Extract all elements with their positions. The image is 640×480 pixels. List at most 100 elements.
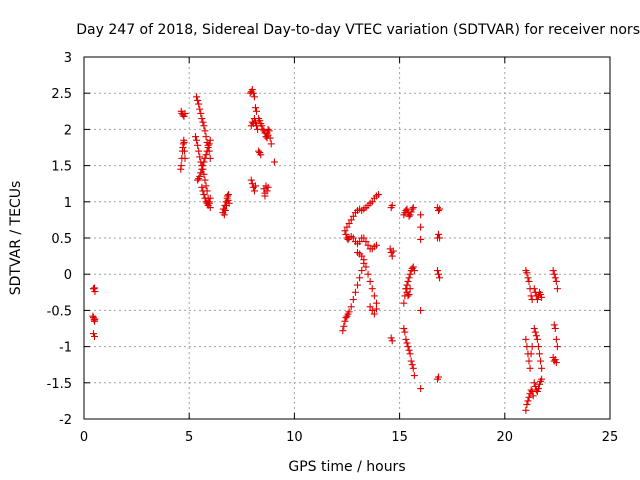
axis-ticks: -2 -1.5 -1 -0.5 0 0.5 1 1.5 2 2.5 3 0 5 10 15 20 25	[47, 51, 619, 445]
data-point	[372, 305, 380, 313]
data-point	[199, 162, 207, 170]
data-point	[360, 256, 368, 264]
data-point	[349, 296, 357, 304]
data-point	[195, 147, 203, 155]
data-point	[534, 343, 542, 351]
data-point	[400, 299, 408, 307]
data-point	[347, 303, 355, 311]
data-point	[372, 241, 380, 249]
data-point	[368, 285, 376, 293]
data-point	[435, 270, 443, 278]
data-point	[525, 277, 533, 285]
data-point	[375, 191, 383, 199]
data-point	[194, 176, 202, 184]
x-tick-label: 20	[497, 430, 514, 445]
data-point	[206, 136, 214, 144]
data-point	[200, 158, 208, 166]
y-tick-label: 2	[64, 123, 72, 138]
data-point	[339, 327, 347, 335]
data-point	[552, 277, 560, 285]
data-point	[89, 330, 97, 338]
data-point	[417, 385, 425, 393]
data-point	[388, 337, 396, 345]
x-tick-label: 0	[80, 430, 88, 445]
y-tick-label: -1	[59, 341, 72, 356]
data-point	[403, 339, 411, 347]
data-point	[201, 127, 209, 135]
x-tick-label: 5	[185, 430, 193, 445]
data-point	[417, 211, 425, 219]
data-point	[533, 296, 541, 304]
data-point	[91, 315, 99, 323]
data-point	[201, 154, 209, 162]
data-point	[532, 332, 540, 340]
data-point	[531, 328, 539, 336]
data-point	[198, 115, 206, 123]
data-point	[522, 406, 530, 414]
data-point	[406, 211, 414, 219]
data-point	[251, 182, 259, 190]
data-point	[553, 343, 561, 351]
data-point	[409, 364, 417, 372]
data-point	[433, 267, 441, 275]
data-point	[537, 290, 545, 298]
data-point	[523, 269, 531, 277]
data-point	[354, 281, 362, 289]
y-tick-label: -0.5	[47, 304, 72, 319]
data-point	[370, 310, 378, 318]
data-point	[256, 117, 264, 125]
data-point	[193, 136, 201, 144]
data-point	[263, 187, 271, 195]
data-point	[362, 238, 370, 246]
data-point	[204, 144, 212, 151]
data-point	[551, 356, 559, 364]
data-point	[408, 361, 416, 369]
data-point	[366, 277, 374, 285]
data-point	[417, 223, 425, 231]
data-point	[200, 122, 208, 130]
data-point	[409, 263, 417, 271]
data-point	[525, 357, 533, 365]
data-point	[194, 96, 202, 104]
data-point	[181, 154, 189, 162]
data-point	[342, 230, 350, 238]
data-point	[253, 107, 261, 115]
data-point	[366, 303, 374, 311]
data-point	[200, 170, 208, 178]
y-tick-label: -1.5	[47, 377, 72, 392]
data-point	[201, 176, 209, 184]
data-point	[358, 252, 366, 260]
data-point	[203, 147, 211, 155]
data-point	[551, 274, 559, 282]
data-point	[199, 187, 207, 195]
data-point	[267, 140, 275, 148]
data-points	[89, 86, 561, 414]
data-point	[342, 314, 350, 322]
data-point	[343, 223, 351, 231]
y-tick-label: 3	[64, 51, 72, 66]
data-point	[530, 285, 538, 293]
data-point	[195, 100, 203, 108]
chart-title: Day 247 of 2018, Sidereal Day-to-day VTE…	[76, 22, 640, 38]
data-point	[250, 187, 258, 195]
data-point	[406, 270, 414, 278]
data-point	[249, 89, 257, 97]
data-point	[405, 346, 413, 354]
data-point	[533, 335, 541, 343]
data-point	[222, 201, 230, 209]
data-point	[196, 172, 204, 180]
data-point	[202, 182, 210, 190]
data-point	[205, 198, 213, 206]
y-tick-label: 1.5	[51, 160, 72, 175]
data-point	[524, 274, 532, 282]
data-point	[247, 176, 255, 184]
data-point	[436, 205, 444, 213]
data-point	[368, 306, 376, 314]
data-point	[198, 165, 206, 173]
data-point	[436, 274, 444, 282]
data-point	[549, 267, 557, 275]
x-tick-label: 15	[391, 430, 408, 445]
data-point	[552, 335, 560, 343]
data-point	[251, 118, 259, 126]
data-point	[193, 93, 201, 101]
